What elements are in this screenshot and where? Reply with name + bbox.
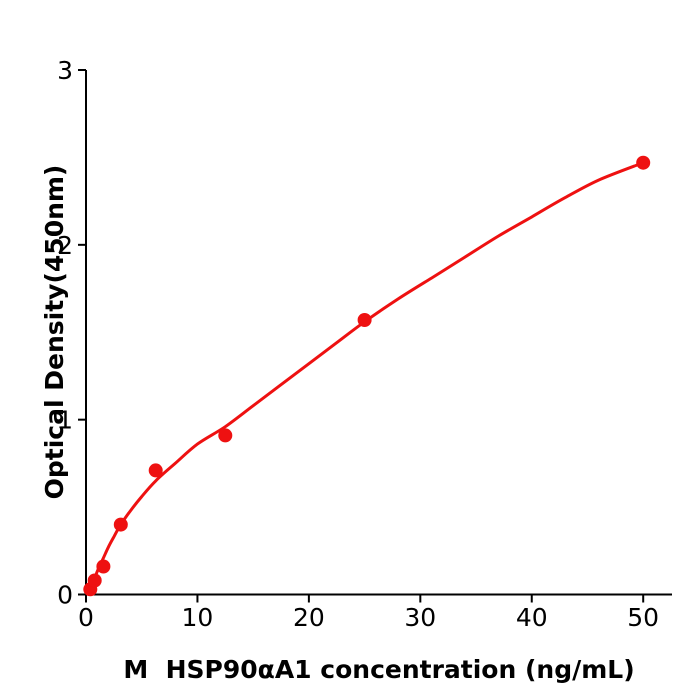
data-point xyxy=(357,313,372,327)
data-point xyxy=(218,428,233,443)
y-axis-title: Optical Density(450nm) xyxy=(40,165,69,500)
x-tick-label: 40 xyxy=(516,603,548,632)
data-point xyxy=(148,463,163,478)
x-tick-label: 0 xyxy=(78,603,94,632)
axes: 0 10 20 30 40 50 0 1 2 3 xyxy=(57,56,672,632)
x-tick-label: 30 xyxy=(404,603,436,632)
y-tick-label: 1 xyxy=(57,406,73,435)
data-point xyxy=(87,573,102,588)
y-tick-label: 3 xyxy=(57,56,73,85)
data-point xyxy=(96,559,111,574)
fitted-curve-path xyxy=(87,161,645,596)
fitted-curve xyxy=(87,161,645,596)
x-tick-label: 20 xyxy=(293,603,325,632)
x-tick-label: 50 xyxy=(627,603,659,632)
data-points xyxy=(83,155,651,597)
y-tick-label: 2 xyxy=(57,231,73,260)
y-tick-label: 0 xyxy=(57,581,73,610)
data-point xyxy=(636,155,651,170)
axis-spines xyxy=(85,70,672,596)
data-point xyxy=(113,517,128,532)
x-axis-title: M HSP90αA1 concentration (ng/mL) xyxy=(123,655,634,684)
x-tick-label: 10 xyxy=(182,603,214,632)
